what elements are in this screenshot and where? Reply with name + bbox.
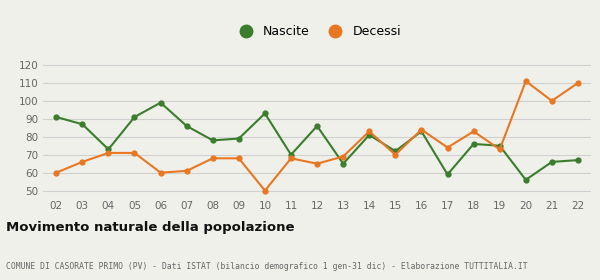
Nascite bbox=[444, 173, 451, 176]
Nascite bbox=[313, 124, 320, 128]
Nascite bbox=[157, 101, 164, 104]
Nascite bbox=[79, 123, 86, 126]
Nascite bbox=[418, 130, 425, 133]
Decessi bbox=[313, 162, 320, 165]
Decessi bbox=[287, 157, 295, 160]
Nascite bbox=[105, 148, 112, 151]
Decessi bbox=[209, 157, 217, 160]
Decessi bbox=[444, 146, 451, 149]
Decessi bbox=[157, 171, 164, 174]
Decessi bbox=[79, 160, 86, 164]
Nascite bbox=[392, 150, 399, 153]
Nascite bbox=[548, 160, 556, 164]
Decessi bbox=[418, 128, 425, 131]
Text: COMUNE DI CASORATE PRIMO (PV) - Dati ISTAT (bilancio demografico 1 gen-31 dic) -: COMUNE DI CASORATE PRIMO (PV) - Dati IST… bbox=[6, 262, 527, 271]
Nascite bbox=[470, 142, 477, 146]
Decessi bbox=[262, 189, 269, 192]
Decessi bbox=[496, 148, 503, 151]
Decessi bbox=[183, 169, 190, 172]
Nascite bbox=[131, 115, 138, 119]
Line: Nascite: Nascite bbox=[54, 100, 580, 182]
Nascite bbox=[183, 124, 190, 128]
Decessi bbox=[131, 151, 138, 155]
Decessi bbox=[522, 80, 529, 83]
Decessi bbox=[105, 151, 112, 155]
Decessi bbox=[365, 130, 373, 133]
Nascite bbox=[522, 178, 529, 181]
Decessi bbox=[548, 99, 556, 102]
Decessi bbox=[340, 155, 347, 158]
Text: Movimento naturale della popolazione: Movimento naturale della popolazione bbox=[6, 221, 295, 234]
Decessi bbox=[574, 81, 581, 85]
Nascite bbox=[496, 144, 503, 148]
Nascite bbox=[53, 115, 60, 119]
Nascite bbox=[262, 112, 269, 115]
Nascite bbox=[574, 158, 581, 162]
Nascite bbox=[209, 139, 217, 142]
Legend: Nascite, Decessi: Nascite, Decessi bbox=[228, 20, 406, 43]
Nascite bbox=[340, 162, 347, 165]
Decessi bbox=[470, 130, 477, 133]
Decessi bbox=[53, 171, 60, 174]
Decessi bbox=[392, 153, 399, 157]
Decessi bbox=[235, 157, 242, 160]
Nascite bbox=[235, 137, 242, 140]
Line: Decessi: Decessi bbox=[54, 79, 580, 193]
Nascite bbox=[365, 133, 373, 137]
Nascite bbox=[287, 153, 295, 157]
